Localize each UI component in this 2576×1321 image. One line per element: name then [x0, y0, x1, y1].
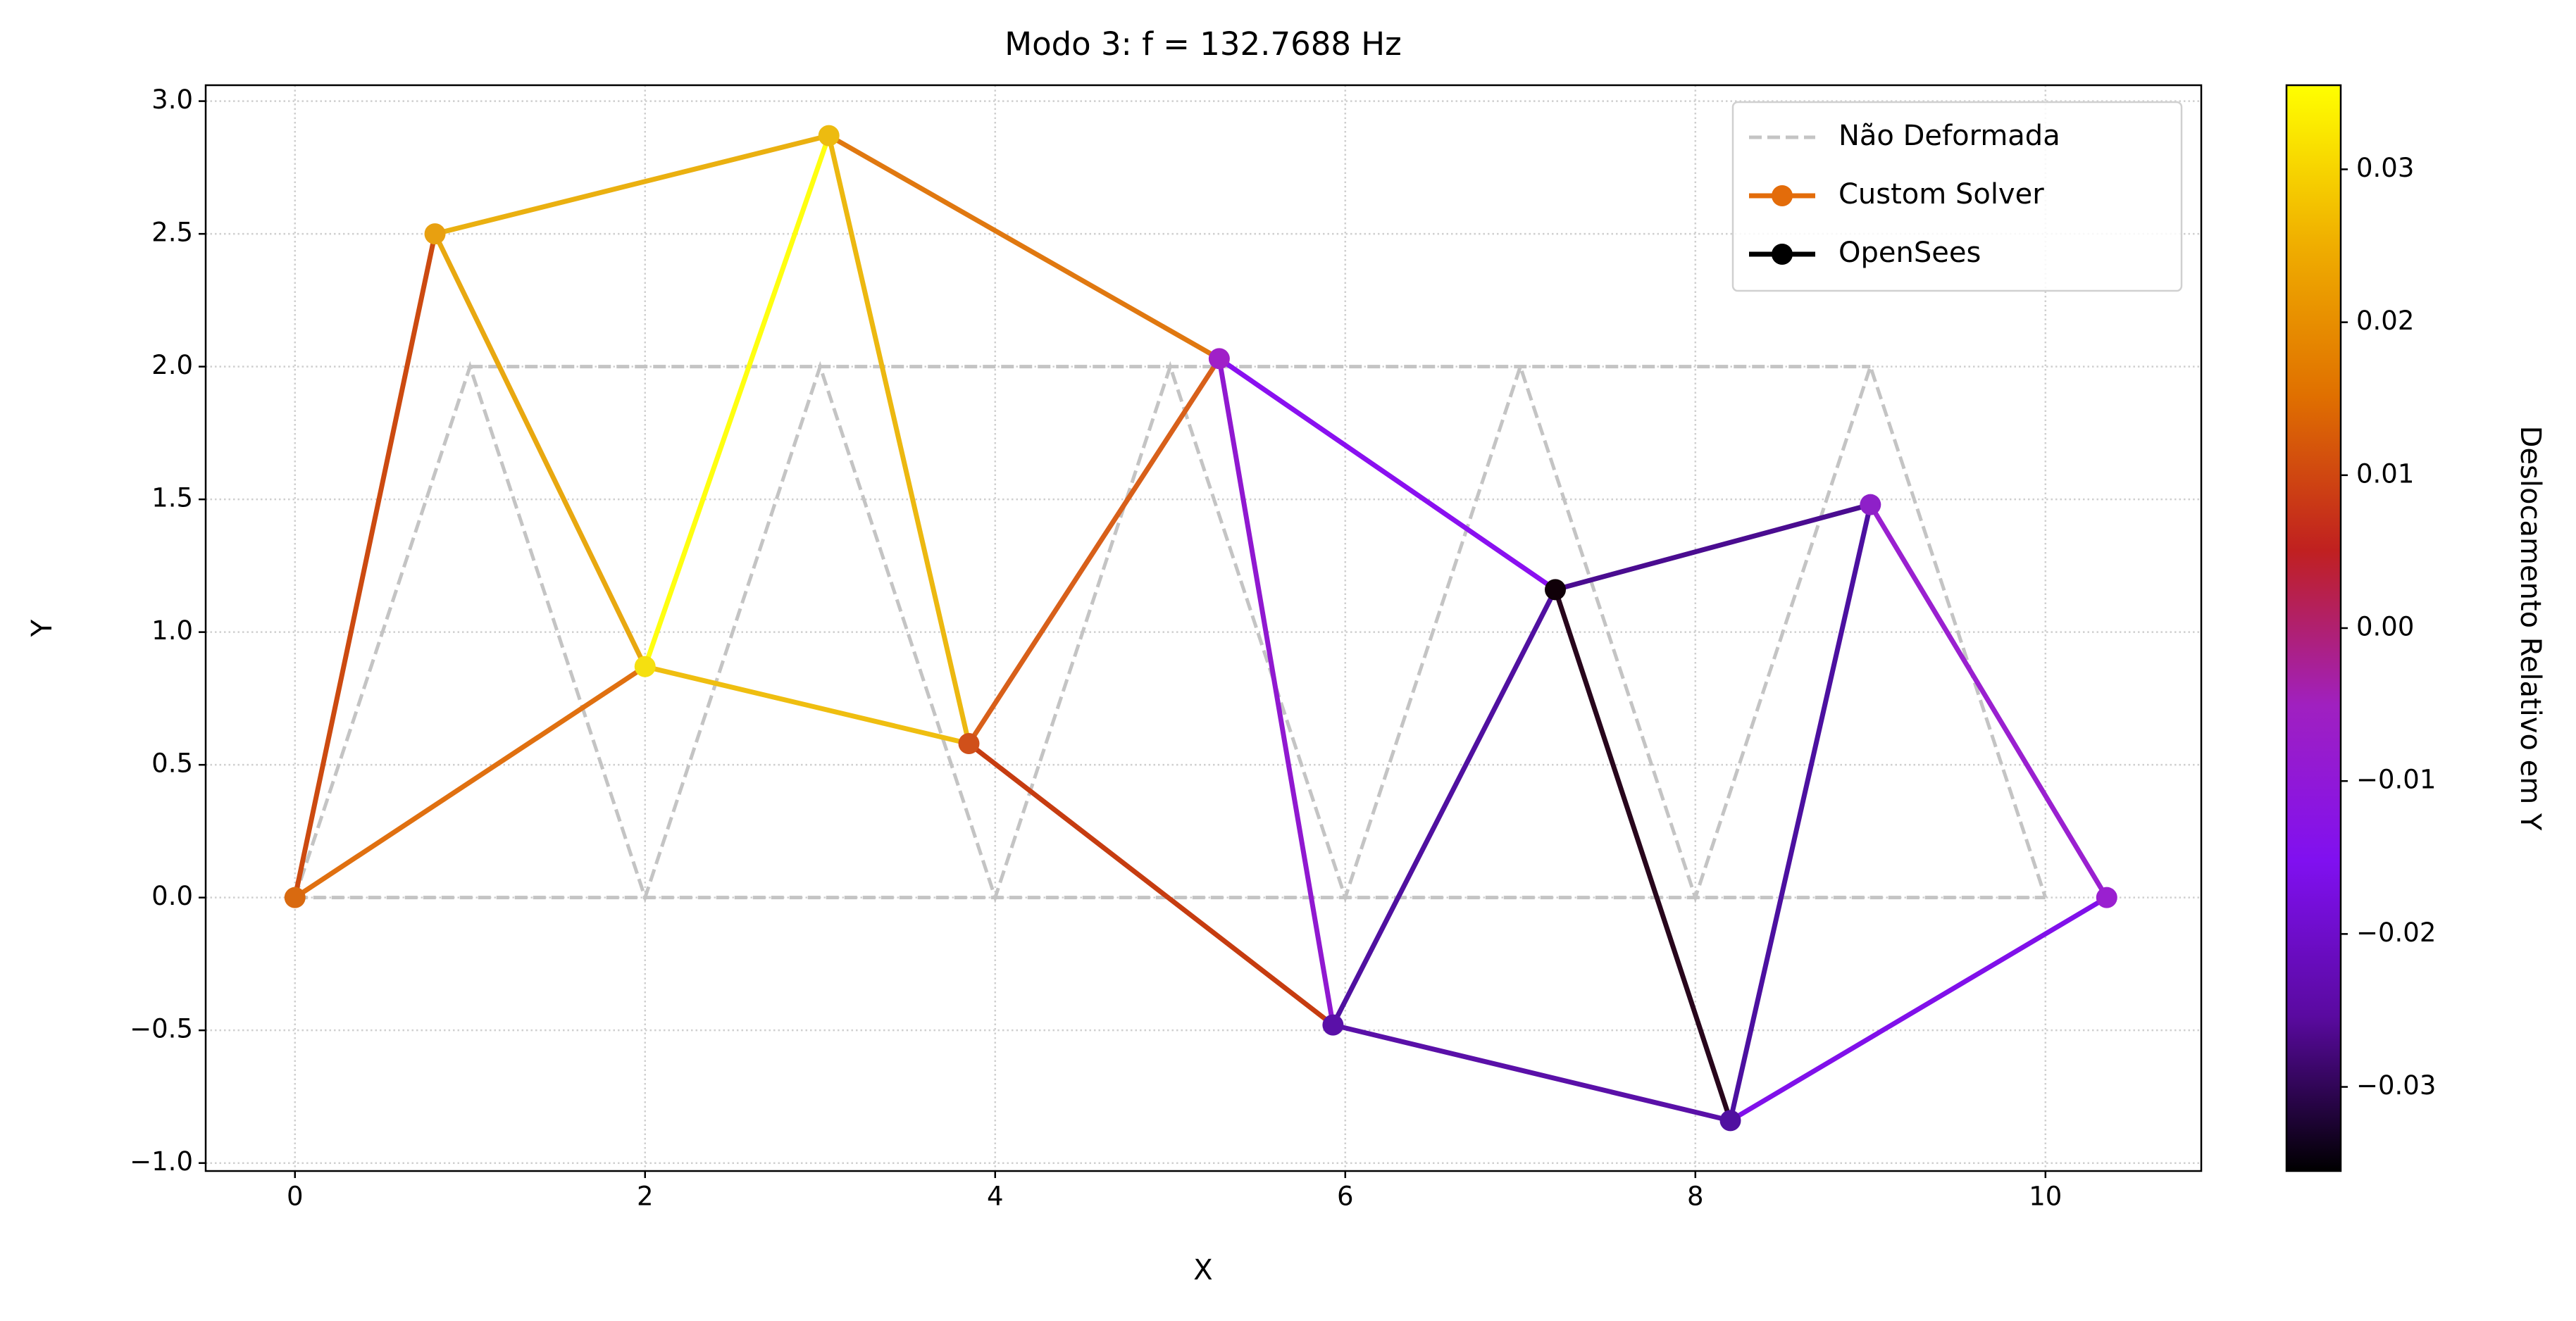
node: [1322, 1014, 1344, 1036]
x-axis-label: X: [1193, 1254, 1212, 1286]
legend-box: [1731, 101, 2183, 292]
member: [1728, 502, 1873, 1123]
plot-area: [284, 125, 2117, 1132]
node: [818, 125, 840, 146]
member: [1728, 895, 2110, 1123]
member: [1330, 1022, 1734, 1123]
colorbar-tick-label: 0.02: [2356, 306, 2414, 336]
axes-frame: [204, 84, 2203, 1172]
x-tick-label: 0: [287, 1182, 304, 1212]
node: [1208, 348, 1230, 370]
node: [284, 887, 306, 908]
member: [1553, 502, 1873, 592]
node: [424, 223, 446, 245]
undeformed-line: [293, 361, 2048, 903]
member: [1867, 502, 2110, 901]
colorbar-label: Deslocamento Relativo em Y: [2514, 426, 2546, 831]
legend-label: Não Deformada: [1838, 120, 2060, 152]
colorbar-tick-label: −0.03: [2356, 1070, 2436, 1101]
x-tick-label: 10: [2029, 1182, 2062, 1212]
colorbar-tick-label: −0.01: [2356, 765, 2436, 795]
colorbar-tick-label: 0.00: [2356, 612, 2414, 642]
member: [966, 356, 1222, 746]
colorbar-tick-label: 0.01: [2356, 458, 2414, 489]
x-tick-label: 6: [1337, 1182, 1354, 1212]
node: [958, 733, 980, 755]
node: [1545, 579, 1567, 601]
legend-marker: [1772, 185, 1793, 206]
member: [433, 231, 648, 670]
y-tick-label: 1.0: [151, 615, 193, 646]
member: [1217, 356, 1558, 592]
y-tick-label: −1.0: [130, 1146, 193, 1177]
legend-label: OpenSees: [1838, 237, 1981, 269]
legend-label: Custom Solver: [1838, 178, 2044, 211]
x-tick-label: 8: [1687, 1182, 1704, 1212]
colorbar-gradient: [2285, 84, 2342, 1172]
member: [433, 133, 832, 237]
legend: Não Deformada Custom Solver OpenSees: [1731, 101, 2183, 292]
colorbar: −0.03 −0.02 −0.01 0.00 0.01 0.02 0.03: [2285, 84, 2436, 1172]
y-tick-label: 0.5: [151, 749, 193, 779]
y-tick-label: −0.5: [130, 1014, 193, 1044]
member: [1330, 587, 1558, 1028]
node: [634, 656, 656, 677]
member: [966, 741, 1336, 1028]
member: [1217, 356, 1336, 1028]
member: [292, 231, 438, 901]
member: [292, 664, 648, 901]
y-tick-label: 2.5: [151, 218, 193, 248]
node: [1860, 494, 1881, 515]
colorbar-tick-label: 0.03: [2356, 153, 2414, 183]
member: [642, 133, 832, 670]
chart-title: Modo 3: f = 132.7688 Hz: [1004, 25, 1402, 63]
x-tick-label: 4: [987, 1182, 1004, 1212]
legend-marker: [1772, 244, 1793, 265]
y-tick-label: 2.0: [151, 350, 193, 380]
axes: 0 2 4 6 8 10 −1.0 −0.5 0.0 0.5 1.0 1.5 2.0 2.5 3.0: [130, 84, 2062, 1211]
member: [826, 133, 1222, 361]
member: [826, 133, 971, 746]
colorbar-tick-label: −0.02: [2356, 918, 2436, 948]
y-tick-label: 3.0: [151, 84, 193, 115]
y-tick-label: 0.0: [151, 881, 193, 911]
member: [642, 664, 971, 746]
node: [2096, 887, 2117, 908]
y-axis-label: Y: [26, 619, 58, 637]
x-tick-label: 2: [637, 1182, 654, 1212]
y-tick-label: 1.5: [151, 483, 193, 513]
member: [1553, 587, 1734, 1123]
node: [1719, 1110, 1741, 1132]
